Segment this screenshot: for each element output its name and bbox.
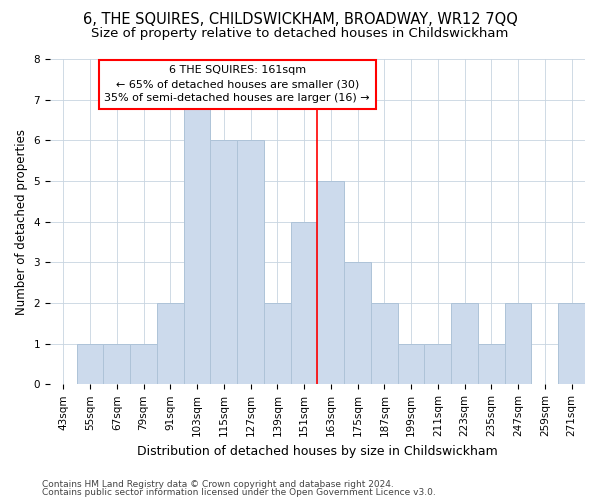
Text: Contains public sector information licensed under the Open Government Licence v3: Contains public sector information licen… xyxy=(42,488,436,497)
Bar xyxy=(103,344,130,384)
Bar xyxy=(264,303,290,384)
X-axis label: Distribution of detached houses by size in Childswickham: Distribution of detached houses by size … xyxy=(137,444,498,458)
Bar xyxy=(558,303,585,384)
Text: Size of property relative to detached houses in Childswickham: Size of property relative to detached ho… xyxy=(91,28,509,40)
Bar xyxy=(130,344,157,384)
Text: Contains HM Land Registry data © Crown copyright and database right 2024.: Contains HM Land Registry data © Crown c… xyxy=(42,480,394,489)
Text: 6 THE SQUIRES: 161sqm
← 65% of detached houses are smaller (30)
35% of semi-deta: 6 THE SQUIRES: 161sqm ← 65% of detached … xyxy=(104,65,370,103)
Bar xyxy=(317,181,344,384)
Bar xyxy=(451,303,478,384)
Bar xyxy=(290,222,317,384)
Bar xyxy=(157,303,184,384)
Bar xyxy=(424,344,451,384)
Bar xyxy=(505,303,532,384)
Bar xyxy=(398,344,424,384)
Bar xyxy=(344,262,371,384)
Bar xyxy=(237,140,264,384)
Bar xyxy=(371,303,398,384)
Bar xyxy=(77,344,103,384)
Bar xyxy=(211,140,237,384)
Text: 6, THE SQUIRES, CHILDSWICKHAM, BROADWAY, WR12 7QQ: 6, THE SQUIRES, CHILDSWICKHAM, BROADWAY,… xyxy=(83,12,517,28)
Bar xyxy=(478,344,505,384)
Bar xyxy=(184,100,211,385)
Y-axis label: Number of detached properties: Number of detached properties xyxy=(15,128,28,314)
